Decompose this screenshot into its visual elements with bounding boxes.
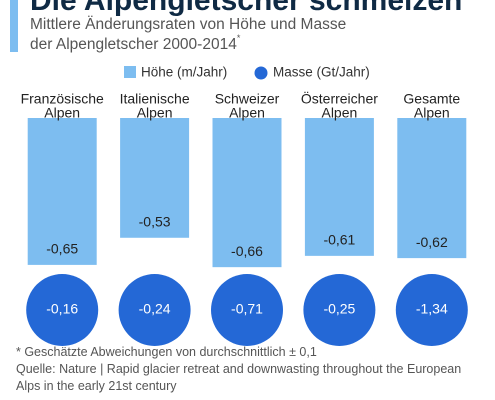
bar-value-label: -0,66 (231, 243, 263, 259)
category-label: Alpen (137, 105, 173, 121)
bar-value-label: -0,62 (416, 234, 448, 250)
mass-circle (303, 274, 376, 346)
source: Quelle: Nature | Rapid glacier retreat a… (16, 362, 462, 393)
subtitle: der Alpengletscher 2000-2014* (30, 33, 241, 53)
footnote: * Geschätzte Abweichungen von durchschni… (16, 345, 317, 359)
category-label: Alpen (44, 105, 80, 121)
bar (120, 118, 190, 238)
bar-value-label: -0,61 (323, 232, 355, 248)
legend-label: Masse (Gt/Jahr) (273, 65, 370, 80)
category-label: Alpen (414, 105, 450, 121)
subtitle: Mittlere Änderungsraten von Höhe und Mas… (30, 16, 346, 33)
category-label: Gesamte (403, 91, 460, 107)
legend-swatch (254, 66, 268, 80)
bar-value-label: -0,53 (139, 213, 171, 229)
bar (304, 118, 374, 256)
mass-circle (26, 274, 99, 346)
mass-circle (118, 274, 191, 346)
chart-title: Die Alpengletscher schmelzen (30, 0, 462, 17)
circle-value-label: -0,24 (139, 301, 171, 317)
circle-value-label: -1,34 (416, 301, 448, 317)
circle-value-label: -0,71 (231, 301, 263, 317)
category-label: Französische (21, 91, 104, 107)
accent-bar (10, 0, 18, 52)
category-label: Alpen (321, 105, 357, 121)
notes: * Geschätzte Abweichungen von durchschni… (16, 344, 486, 395)
mass-circle (395, 274, 468, 346)
circle-value-label: -0,25 (323, 301, 355, 317)
circle-value-label: -0,16 (46, 301, 78, 317)
legend-swatch (124, 66, 136, 78)
legend-label: Höhe (m/Jahr) (141, 65, 227, 80)
category-label: Italienische (120, 91, 190, 107)
bar (397, 118, 467, 259)
category-label: Österreicher (301, 90, 378, 107)
subtitle-mark: * (237, 33, 241, 43)
category-label: Alpen (229, 105, 265, 121)
category-label: Schweizer (215, 91, 280, 107)
subtitle-line: der Alpengletscher 2000-2014 (30, 36, 237, 53)
bar (27, 118, 97, 265)
bar (212, 118, 282, 268)
mass-circle (211, 274, 283, 346)
bar-value-label: -0,65 (46, 241, 78, 257)
